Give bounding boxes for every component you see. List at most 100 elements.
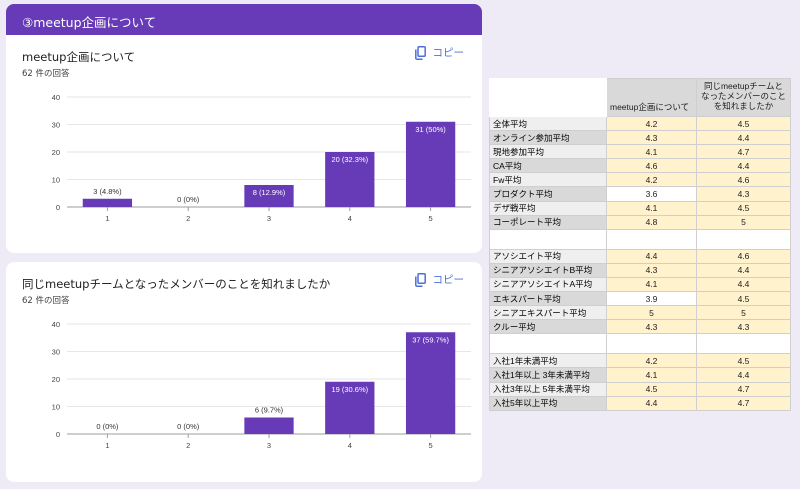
bar [244, 185, 294, 207]
table-cell [606, 333, 697, 355]
row-value-meetup: 4.1 [606, 367, 697, 383]
y-tick-label: 10 [52, 176, 60, 185]
data-label: 31 (50%) [415, 125, 446, 134]
row-label: クルー平均 [489, 319, 607, 335]
table-corner [489, 78, 607, 117]
x-tick-label: 3 [267, 214, 271, 223]
table-cell [606, 228, 697, 250]
row-value-team: 4.5 [696, 291, 791, 307]
copy-label: コピー [432, 47, 465, 59]
question-title: 同じmeetupチームとなったメンバーのことを知れましたか [22, 277, 331, 291]
section-title: ③meetup企画について [22, 15, 157, 30]
row-value-meetup: 4.4 [606, 248, 697, 264]
table-row: シニアエキスパート平均 5 5 [489, 305, 791, 321]
table-row: エキスパート平均 3.9 4.5 [489, 291, 791, 307]
row-value-meetup: 4.4 [606, 395, 697, 411]
bar [82, 198, 133, 207]
row-value-team: 4.4 [696, 276, 791, 293]
table-spacer-row [489, 333, 791, 355]
row-value-team: 4.7 [696, 144, 791, 160]
row-value-meetup: 4.8 [606, 214, 697, 230]
table-row: 入社5年以上平均 4.4 4.7 [489, 395, 791, 411]
row-label: 現地参加平均 [489, 144, 607, 160]
table-cell [696, 228, 791, 250]
row-value-team: 4.6 [696, 248, 791, 264]
x-tick-label: 1 [105, 441, 109, 450]
row-label: デザ戦平均 [489, 200, 607, 216]
row-label: 入社3年以上 5年未満平均 [489, 381, 607, 397]
row-value-team: 4.6 [696, 172, 791, 188]
data-label: 20 (32.3%) [331, 155, 368, 164]
y-tick-label: 20 [52, 148, 60, 157]
row-value-meetup: 4.1 [606, 200, 697, 216]
table-row: CA平均 4.6 4.4 [489, 158, 791, 174]
table-row: 入社3年以上 5年未満平均 4.5 4.7 [489, 381, 791, 397]
bar [244, 417, 294, 434]
row-label: シニアアソシエイトB平均 [489, 262, 607, 278]
table-row: シニアアソシエイトA平均 4.1 4.4 [489, 276, 791, 293]
copy-button[interactable]: コピー [414, 272, 465, 287]
row-value-meetup: 4.5 [606, 381, 697, 397]
data-label: 6 (9.7%) [255, 406, 284, 415]
table-row: 全体平均 4.2 4.5 [489, 115, 791, 132]
copy-label: コピー [432, 274, 465, 286]
table-cell [489, 228, 607, 250]
table-row: アソシエイト平均 4.4 4.6 [489, 248, 791, 264]
y-tick-label: 20 [52, 375, 60, 384]
row-label: 入社5年以上平均 [489, 395, 607, 411]
row-value-team: 5 [696, 305, 791, 321]
row-value-team: 4.4 [696, 158, 791, 174]
section-header: ③meetup企画について [6, 4, 482, 35]
row-value-team: 4.7 [696, 395, 791, 411]
row-label: Fw平均 [489, 172, 607, 188]
question-card-2: 同じmeetupチームとなったメンバーのことを知れましたか 62 件の回答 コピ… [6, 262, 482, 482]
row-label: シニアアソシエイトA平均 [489, 276, 607, 293]
table-spacer-row [489, 228, 791, 250]
row-label: シニアエキスパート平均 [489, 305, 607, 321]
data-label: 0 (0%) [96, 422, 119, 431]
summary-table: meetup企画について 同じmeetupチームとなったメンバーのことを知れました… [489, 78, 791, 411]
bar-chart-2: 0 10 20 30 40 0 (0%) 1 0 (0%) 2 6 (9.7%) 3 19 (30.6… [52, 320, 471, 450]
y-tick-label: 30 [52, 348, 60, 357]
x-tick-label: 2 [186, 441, 190, 450]
table-row: 入社1年未満平均 4.2 4.5 [489, 353, 791, 369]
table-header: 同じmeetupチームとなったメンバーのことを知れましたか [696, 78, 791, 117]
data-label: 37 (59.7%) [412, 335, 449, 344]
row-value-team: 4.5 [696, 200, 791, 216]
row-label: 入社1年以上 3年未満平均 [489, 367, 607, 383]
row-value-team: 4.5 [696, 353, 791, 369]
copy-icon [414, 45, 426, 60]
table-row: コーポレート平均 4.8 5 [489, 214, 791, 230]
row-label: アソシエイト平均 [489, 248, 607, 264]
row-label: プロダクト平均 [489, 186, 607, 202]
copy-button[interactable]: コピー [414, 45, 465, 60]
table-row: Fw平均 4.2 4.6 [489, 172, 791, 188]
row-value-meetup: 4.3 [606, 319, 697, 335]
table-row: クルー平均 4.3 4.3 [489, 319, 791, 335]
x-tick-label: 3 [267, 441, 271, 450]
bar-chart-1: 0 10 20 30 40 3 (4.8%) 1 0 (0%) 2 8 (12.9%) 3 20 (3… [52, 93, 471, 223]
row-value-team: 4.4 [696, 367, 791, 383]
y-tick-label: 10 [52, 403, 60, 412]
table-header: meetup企画について [606, 78, 697, 117]
bar [325, 152, 375, 207]
row-label: 入社1年未満平均 [489, 353, 607, 369]
x-tick-label: 1 [105, 214, 109, 223]
bar [405, 121, 456, 207]
table-header-row: meetup企画について 同じmeetupチームとなったメンバーのことを知れました… [489, 78, 791, 117]
row-value-meetup: 3.6 [606, 186, 697, 202]
table-row: デザ戦平均 4.1 4.5 [489, 200, 791, 216]
row-value-team: 4.4 [696, 130, 791, 146]
response-count: 62 件の回答 [22, 69, 70, 79]
x-tick-label: 5 [429, 214, 433, 223]
row-label: コーポレート平均 [489, 214, 607, 230]
row-value-meetup: 3.9 [606, 291, 697, 307]
y-tick-label: 0 [56, 203, 60, 212]
row-value-meetup: 4.3 [606, 130, 697, 146]
y-tick-label: 30 [52, 121, 60, 130]
copy-icon [414, 272, 426, 287]
question-card-1: meetup企画について 62 件の回答 コピー 0 10 20 30 40 3 (4.8… [6, 35, 482, 253]
table-row: 入社1年以上 3年未満平均 4.1 4.4 [489, 367, 791, 383]
data-label: 0 (0%) [177, 422, 200, 431]
row-value-team: 5 [696, 214, 791, 230]
